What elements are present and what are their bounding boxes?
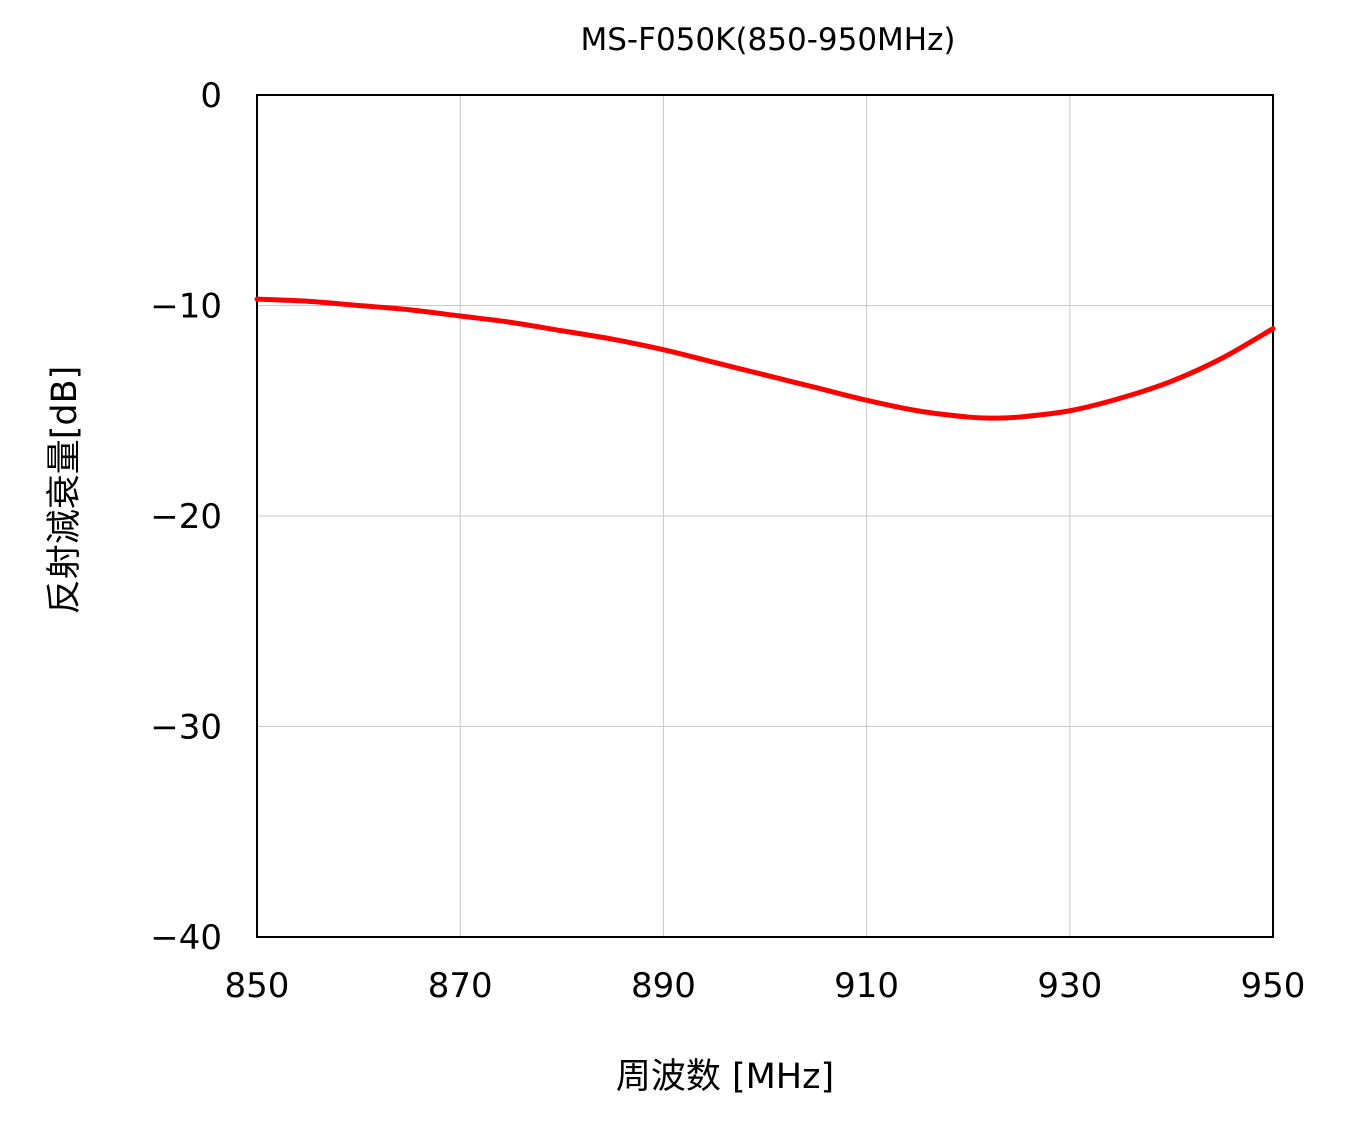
- x-axis-label: 周波数 [MHz]: [616, 1057, 834, 1097]
- grid-lines: [257, 95, 1273, 937]
- series-layer: [254, 296, 1276, 421]
- x-tick-labels: 850 870 890 910 930 950: [225, 966, 1306, 1006]
- y-tick-labels: 0 −10 −20 −30 −40: [150, 76, 222, 958]
- x-tick-label: 870: [428, 966, 493, 1006]
- y-axis-label: 反射減衰量[dB]: [45, 366, 85, 615]
- series-line-0: [254, 296, 1276, 421]
- x-tick-label: 890: [631, 966, 696, 1006]
- y-tick-label: −30: [150, 708, 222, 748]
- y-tick-label: 0: [200, 76, 222, 116]
- x-tick-label: 950: [1241, 966, 1306, 1006]
- y-tick-label: −40: [150, 918, 222, 958]
- y-tick-label: −20: [150, 497, 222, 537]
- x-tick-label: 930: [1037, 966, 1102, 1006]
- chart-title: MS-F050K(850-950MHz): [581, 22, 956, 58]
- x-tick-label: 850: [225, 966, 290, 1006]
- y-tick-label: −10: [150, 287, 222, 327]
- plot-area-frame: [256, 94, 1274, 938]
- x-tick-label: 910: [834, 966, 899, 1006]
